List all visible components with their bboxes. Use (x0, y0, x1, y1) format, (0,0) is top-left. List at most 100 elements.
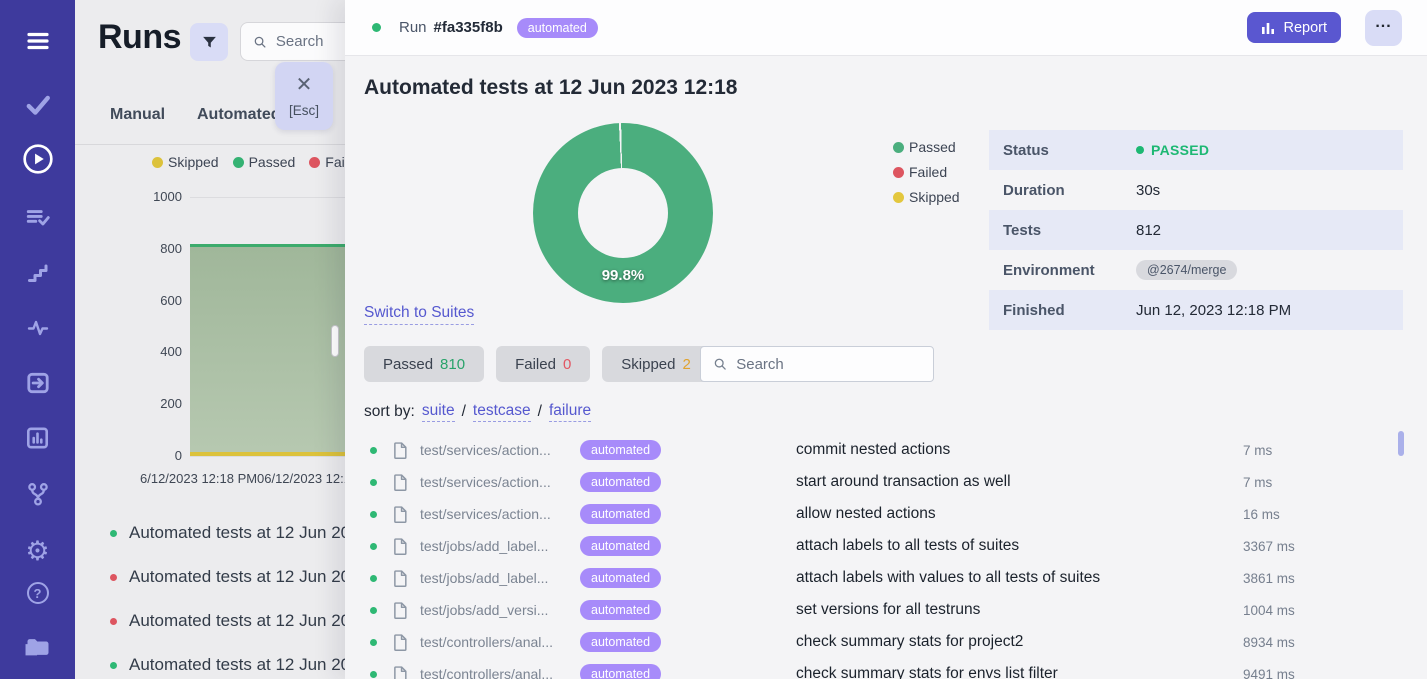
test-duration: 8934 ms (1243, 634, 1295, 650)
y-axis-tick: 200 (160, 396, 182, 412)
legend-item[interactable]: Failed (893, 164, 960, 180)
detail-row: Tests 812 (989, 210, 1403, 250)
bar-chart-icon[interactable] (0, 421, 75, 455)
tests-list: test/services/action... commit nested ac… (364, 434, 1427, 679)
run-list-item-label: Automated tests at 12 Jun 202 (129, 655, 360, 674)
detail-value: PASSED (1136, 142, 1209, 158)
folder-icon[interactable] (0, 630, 75, 664)
filter-label: Failed (515, 355, 556, 373)
status-filter-button[interactable]: Failed 0 (496, 346, 591, 382)
sort-by-label: sort by: (364, 403, 415, 420)
test-status-icon (370, 478, 377, 486)
tab-manual[interactable]: Manual (110, 106, 166, 123)
filter-label: Skipped (621, 355, 676, 373)
legend-item[interactable]: Skipped (152, 154, 219, 170)
sort-link-suite[interactable]: suite (421, 402, 455, 422)
test-row[interactable]: test/controllers/anal... check summary s… (364, 626, 1427, 658)
report-button[interactable]: Report (1247, 12, 1341, 43)
test-row[interactable]: test/services/action... allow nested act… (364, 498, 1427, 530)
detail-label: Tests (1003, 221, 1042, 239)
legend-item[interactable]: Passed (893, 139, 960, 155)
steps-icon[interactable] (0, 256, 75, 290)
filter-button[interactable] (190, 23, 228, 61)
y-axis-tick: 1000 (153, 189, 182, 204)
test-path: test/jobs/add_label... (420, 538, 549, 554)
left-scrollbar-thumb[interactable] (331, 325, 339, 357)
git-branch-icon[interactable] (0, 477, 75, 511)
sort-separator: / (461, 403, 466, 420)
test-name: commit nested actions (796, 441, 951, 458)
search-icon (254, 36, 266, 48)
test-duration: 7 ms (1243, 474, 1273, 490)
test-status-icon (370, 574, 377, 582)
test-row[interactable]: test/jobs/add_label... attach labels to … (364, 530, 1427, 562)
test-duration: 3861 ms (1243, 570, 1295, 586)
detail-label: Finished (1003, 301, 1065, 319)
run-list-item[interactable]: Automated tests at 12 Jun 202 (110, 555, 510, 599)
page-title: Runs (98, 18, 182, 56)
detail-row: Finished Jun 12, 2023 12:18 PM (989, 290, 1403, 330)
legend-dot-icon (152, 156, 163, 168)
passed-dot-icon (1136, 146, 1144, 154)
test-row[interactable]: test/jobs/add_versi... set versions for … (364, 594, 1427, 626)
ellipsis-icon: ... (1375, 13, 1392, 31)
y-axis-tick: 800 (160, 240, 182, 256)
switch-to-suites-link[interactable]: Switch to Suites (364, 304, 475, 325)
play-circle-icon[interactable] (0, 142, 75, 176)
test-path: test/jobs/add_label... (420, 570, 549, 586)
run-status-icon (110, 573, 117, 581)
run-status-icon (372, 23, 381, 32)
test-status-icon (370, 670, 377, 678)
close-panel-button[interactable]: ✕ [Esc] (275, 62, 333, 130)
run-label: Run (399, 19, 427, 36)
chart-passed-line (190, 244, 472, 247)
status-filter-button[interactable]: Passed 810 (364, 346, 485, 382)
automated-badge: automated (580, 440, 662, 460)
run-list-item[interactable]: Automated tests at 12 Jun 202 (110, 511, 510, 555)
legend-dot-icon (893, 191, 904, 203)
test-path: test/services/action... (420, 506, 551, 522)
panel-scrollbar-thumb[interactable] (1398, 431, 1404, 456)
help-icon[interactable]: ? (0, 576, 75, 610)
legend-item[interactable]: Skipped (893, 189, 960, 205)
test-row[interactable]: test/services/action... commit nested ac… (364, 434, 1427, 466)
check-icon[interactable] (0, 88, 75, 122)
detail-row: Status PASSED (989, 130, 1403, 170)
sort-link-failure[interactable]: failure (548, 402, 592, 422)
detail-row: Duration 30s (989, 170, 1403, 210)
list-check-icon[interactable] (0, 200, 75, 234)
status-filter-button[interactable]: Skipped 2 (602, 346, 710, 382)
more-actions-button[interactable]: ... (1365, 9, 1402, 46)
settings-gear-icon[interactable]: ⚙ (25, 535, 50, 566)
automated-badge: automated (516, 17, 598, 38)
file-icon (394, 537, 407, 555)
filter-count: 810 (440, 355, 466, 373)
run-list-item[interactable]: Automated tests at 12 Jun 202 (110, 643, 510, 679)
automated-badge: automated (580, 504, 662, 524)
run-list-item[interactable]: Automated tests at 12 Jun 202 (110, 599, 510, 643)
test-path: test/services/action... (420, 474, 551, 490)
test-name: attach labels to all tests of suites (796, 537, 1020, 554)
filter-count: 2 (682, 355, 691, 373)
test-row[interactable]: test/controllers/anal... check summary s… (364, 658, 1427, 679)
tests-search-input[interactable] (736, 355, 921, 373)
y-axis-tick: 400 (160, 344, 182, 360)
donut-legend: Passed Failed Skipped (893, 139, 960, 205)
legend-label: Skipped (909, 189, 960, 205)
test-row[interactable]: test/services/action... start around tra… (364, 466, 1427, 498)
legend-item[interactable]: Passed (232, 154, 295, 170)
activity-icon[interactable] (0, 311, 75, 345)
run-list-item-label: Automated tests at 12 Jun 202 (129, 611, 360, 630)
test-name: set versions for all testruns (796, 601, 981, 618)
detail-label: Status (1003, 141, 1049, 159)
file-icon (394, 569, 407, 587)
sort-link-testcase[interactable]: testcase (472, 402, 531, 422)
sign-in-icon[interactable] (0, 366, 75, 400)
tests-search[interactable] (700, 346, 934, 382)
tab-automated[interactable]: Automated (197, 106, 281, 123)
menu-icon[interactable] (0, 24, 75, 58)
run-list-item-label: Automated tests at 12 Jun 202 (129, 523, 360, 542)
automated-badge: automated (580, 472, 662, 492)
test-row[interactable]: test/jobs/add_label... attach labels wit… (364, 562, 1427, 594)
